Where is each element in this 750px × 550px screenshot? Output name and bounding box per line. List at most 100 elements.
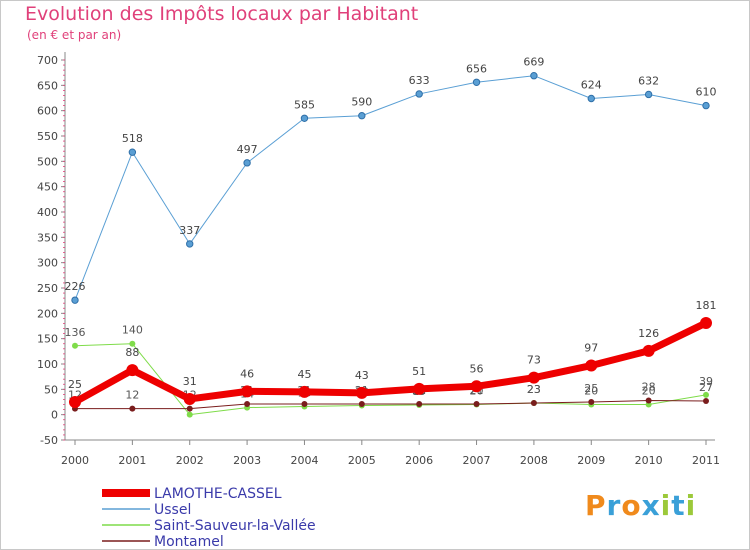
data-point-lamothe-cassel <box>298 385 311 398</box>
data-point-lamothe-cassel <box>527 371 540 384</box>
x-tick-label: 2007 <box>463 454 491 467</box>
data-point-lamothe-cassel <box>69 396 81 408</box>
data-point-montamel <box>588 399 595 405</box>
y-tick-label: 50 <box>44 383 58 396</box>
data-label-ussel: 633 <box>409 74 430 87</box>
data-label-saint-sauveur-la-vall-e: 20 <box>642 385 656 398</box>
data-point-ussel <box>415 90 423 98</box>
data-label-ussel: 610 <box>696 86 717 99</box>
data-point-ussel <box>358 112 366 120</box>
data-point-ussel <box>587 94 595 103</box>
data-label-lamothe-cassel: 25 <box>68 378 82 391</box>
data-point-montamel <box>416 401 423 408</box>
data-point-lamothe-cassel <box>642 344 655 357</box>
data-point-ussel <box>71 296 79 304</box>
series-line-ussel <box>74 75 707 301</box>
data-label-lamothe-cassel: 126 <box>638 327 659 340</box>
data-point-montamel <box>186 405 193 412</box>
data-label-ussel: 226 <box>65 280 86 293</box>
data-point-montamel <box>301 401 308 408</box>
data-point-lamothe-cassel <box>355 386 368 399</box>
y-tick-label: 250 <box>37 282 58 295</box>
data-label-ussel: 585 <box>294 98 315 111</box>
x-tick-label: 2010 <box>635 454 663 467</box>
data-point-montamel <box>703 397 709 404</box>
y-tick-label: 600 <box>37 105 58 118</box>
x-tick-label: 2011 <box>692 454 720 467</box>
y-tick-label: 650 <box>37 79 58 92</box>
data-point-montamel <box>129 405 136 412</box>
data-point-saint-sauveur-la-vall-e <box>129 340 136 347</box>
data-point-ussel <box>472 78 481 86</box>
x-tick-label: 2004 <box>290 454 318 467</box>
legend-label-lamothe-cassel: LAMOTHE-CASSEL <box>154 486 282 502</box>
x-tick-label: 2003 <box>233 454 261 467</box>
data-label-lamothe-cassel: 181 <box>696 299 717 312</box>
data-label-ussel: 624 <box>581 79 602 92</box>
chart-title: Evolution des Impôts locaux par Habitant <box>25 3 419 25</box>
data-label-lamothe-cassel: 46 <box>240 367 254 380</box>
data-label-lamothe-cassel: 31 <box>183 375 197 388</box>
data-label-lamothe-cassel: 88 <box>125 346 139 359</box>
y-tick-label: 450 <box>37 181 58 194</box>
data-label-lamothe-cassel: 45 <box>297 368 311 381</box>
data-label-lamothe-cassel: 56 <box>470 362 484 375</box>
data-point-montamel <box>358 401 365 408</box>
x-tick-label: 2006 <box>405 454 433 467</box>
data-point-saint-sauveur-la-vall-e <box>186 411 193 418</box>
data-label-lamothe-cassel: 73 <box>527 354 541 367</box>
data-point-ussel <box>186 240 194 248</box>
data-point-lamothe-cassel <box>183 392 196 405</box>
data-point-lamothe-cassel <box>585 359 598 372</box>
y-tick-label: 100 <box>37 358 58 371</box>
data-label-montamel: 28 <box>642 380 656 393</box>
data-label-montamel: 27 <box>699 381 713 394</box>
data-label-saint-sauveur-la-vall-e: 23 <box>527 383 541 396</box>
x-tick-label: 2008 <box>520 454 548 467</box>
data-point-lamothe-cassel <box>413 382 426 395</box>
series-line-montamel <box>75 399 707 410</box>
data-label-ussel: 632 <box>638 74 659 87</box>
data-point-montamel <box>645 397 652 404</box>
data-point-lamothe-cassel <box>126 364 139 377</box>
data-point-montamel <box>473 401 480 408</box>
data-label-ussel: 518 <box>122 132 143 145</box>
series-line-lamothe-cassel <box>73 319 708 406</box>
data-label-montamel: 25 <box>584 382 598 395</box>
data-point-lamothe-cassel <box>241 385 254 398</box>
data-point-saint-sauveur-la-vall-e <box>703 391 709 398</box>
data-point-montamel <box>530 400 537 407</box>
y-tick-label: 0 <box>51 409 58 422</box>
data-label-ussel: 337 <box>179 224 200 237</box>
data-label-saint-sauveur-la-vall-e: 20 <box>584 385 598 398</box>
data-label-saint-sauveur-la-vall-e: 39 <box>699 375 713 388</box>
x-tick-label: 2000 <box>61 454 89 467</box>
data-label-ussel: 669 <box>523 56 544 69</box>
data-point-ussel <box>702 101 710 110</box>
x-tick-label: 2002 <box>176 454 204 467</box>
y-tick-label: 400 <box>37 206 58 219</box>
data-label-ussel: 497 <box>237 143 258 156</box>
data-point-saint-sauveur-la-vall-e <box>72 342 78 349</box>
data-label-saint-sauveur-la-vall-e: 140 <box>122 324 143 337</box>
legend-label-montamel: Montamel <box>154 534 224 550</box>
data-point-ussel <box>243 159 251 167</box>
y-tick-label: -50 <box>40 434 58 447</box>
data-label-montamel: 23 <box>527 383 541 396</box>
proxiti-logo: Proxiti <box>585 489 697 522</box>
data-point-ussel <box>128 148 137 156</box>
data-label-lamothe-cassel: 43 <box>355 369 369 382</box>
data-label-saint-sauveur-la-vall-e: 136 <box>65 326 86 339</box>
y-tick-label: 200 <box>37 307 58 320</box>
y-tick-label: 350 <box>37 231 58 244</box>
data-point-montamel <box>244 401 251 408</box>
data-label-lamothe-cassel: 51 <box>412 365 426 378</box>
data-point-ussel <box>300 114 309 122</box>
legend-label-saint-sauveur-la-vall-e: Saint-Sauveur-la-Vallée <box>154 518 316 534</box>
data-label-ussel: 590 <box>351 96 372 109</box>
y-tick-label: 150 <box>37 333 58 346</box>
data-point-ussel <box>530 72 538 80</box>
data-point-lamothe-cassel <box>700 316 712 329</box>
